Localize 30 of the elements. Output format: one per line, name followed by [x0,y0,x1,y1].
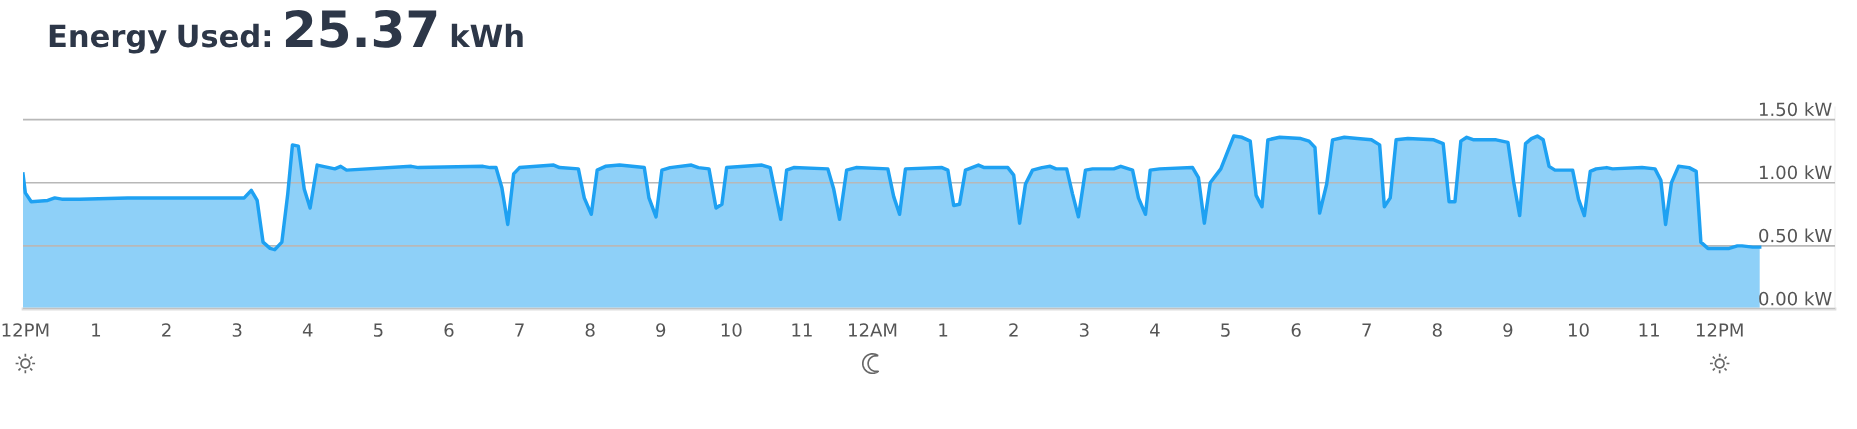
x-tick-label: 10 [721,323,742,337]
x-tick-label: 4 [302,323,313,337]
x-tick-label: 12PM [2,323,49,337]
x-tick-label: 1 [939,323,948,337]
chart-title: Energy Used: 25.37 kWh [49,9,523,54]
x-tick-label: 2 [162,323,171,337]
x-tick-label: 11 [792,323,812,337]
x-tick-label: 9 [656,323,666,337]
x-tick-label: 1 [92,323,101,337]
x-tick-label: 5 [373,323,383,337]
y-tick-label: 1.50 kW [1759,102,1832,117]
y-tick-label: 1.00 kW [1759,165,1832,180]
x-tick-label: 9 [1503,323,1513,337]
x-tick-label: 7 [515,323,524,337]
x-tick-label: 12AM [849,323,897,337]
x-tick-label: 4 [1150,323,1160,337]
x-tick-label: 5 [1221,323,1230,337]
x-tick-label: 6 [444,323,454,337]
x-tick-label: 7 [1362,323,1371,337]
y-tick-label: 0.50 kW [1759,228,1832,243]
x-tick-label: 3 [232,323,242,337]
x-tick-label: 8 [585,323,595,337]
x-tick-label: 3 [1079,323,1089,337]
x-tick-label: 2 [1009,323,1018,337]
x-tick-label: 11 [1639,323,1659,337]
x-tick-label: 6 [1291,323,1301,337]
x-tick-label: 8 [1432,323,1442,337]
x-tick-label: 12PM [1696,323,1743,337]
x-tick-label: 10 [1568,323,1589,337]
y-tick-label: 0.00 kW [1759,291,1832,306]
